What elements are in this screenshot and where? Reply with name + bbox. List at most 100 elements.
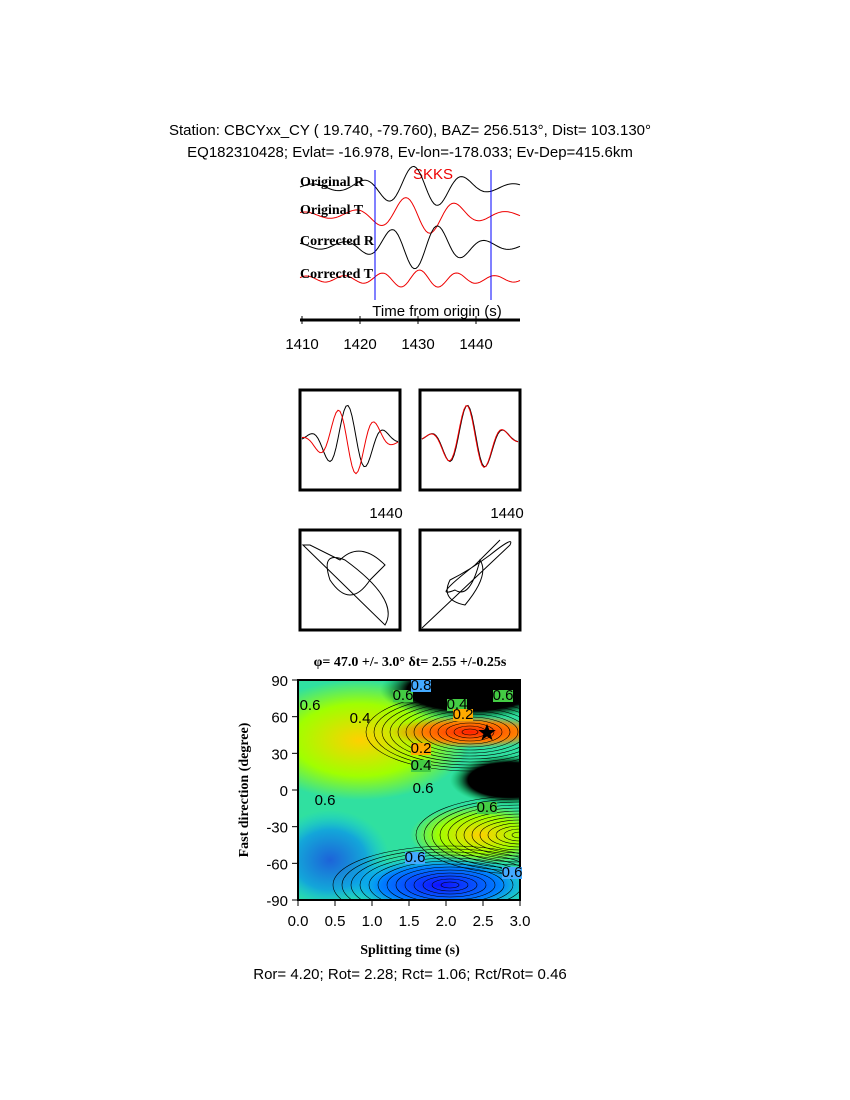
label-box (447, 699, 467, 711)
contour-label: 0.6 (300, 697, 321, 714)
waveform (301, 409, 399, 475)
y-tick-label: -90 (266, 893, 288, 910)
label-box (411, 743, 431, 755)
trace-label: Corrected R (300, 234, 375, 249)
contour (373, 695, 520, 769)
footer: Ror= 4.20; Rot= 2.28; Rct= 1.06; Rct/Rot… (253, 966, 567, 983)
contour (381, 698, 520, 766)
label-box (477, 802, 497, 814)
contour (397, 704, 520, 760)
waveform (301, 404, 399, 468)
label-box (393, 690, 413, 702)
x-tick-label: 2.5 (473, 913, 494, 930)
x-tick-label: 0.5 (325, 913, 346, 930)
x-axis-label: Splitting time (s) (360, 943, 460, 958)
contour (413, 872, 487, 898)
plot-title: φ= 47.0 +/- 3.0° δt= 2.55 +/-0.25s (314, 655, 507, 670)
contour (415, 795, 520, 875)
contour (431, 801, 520, 869)
contour (422, 875, 478, 895)
contour-label: 0.6 (405, 849, 426, 866)
y-tick-label: 30 (271, 746, 288, 763)
y-tick-label: -30 (266, 820, 288, 837)
trace-label: Original T (300, 203, 364, 218)
contour (445, 722, 495, 742)
contour-label: 0.6 (502, 864, 523, 881)
label-box (405, 852, 425, 864)
tick-label: 1440 (490, 505, 523, 522)
label-box (493, 690, 513, 702)
x-tick-label: 2.0 (436, 913, 457, 930)
frame (418, 528, 522, 632)
contour (511, 831, 520, 839)
x-tick-label: 3.0 (510, 913, 531, 930)
contour (455, 810, 520, 860)
tick-label: 1410 (285, 336, 318, 353)
contour (440, 881, 460, 889)
contour-label: 0.6 (393, 687, 414, 704)
contour (395, 866, 505, 900)
tick-label: 1440 (459, 336, 492, 353)
contour-label: 0.2 (411, 740, 432, 757)
label-box (453, 709, 473, 721)
contour (365, 692, 520, 772)
label-box (411, 680, 431, 692)
contour-label: 0.4 (350, 710, 371, 727)
frame (298, 528, 402, 632)
y-tick-label: 60 (271, 710, 288, 727)
contour (377, 860, 520, 900)
particle-motion (421, 539, 512, 629)
contour (350, 851, 520, 900)
contour-label: 0.8 (411, 677, 432, 694)
contour (461, 728, 479, 736)
particle-motion (301, 544, 389, 626)
phase-label: SKKS (413, 166, 453, 183)
trace (299, 269, 521, 288)
label-box (502, 867, 522, 879)
header-line: Station: CBCYxx_CY ( 19.740, -79.760), B… (169, 122, 651, 139)
contour (423, 798, 520, 872)
y-tick-label: -60 (266, 856, 288, 873)
x-tick-label: 1.5 (399, 913, 420, 930)
waveform (421, 405, 519, 469)
y-axis-label: Fast direction (degree) (237, 722, 252, 857)
contour (404, 869, 496, 900)
trace (299, 165, 521, 206)
trace-label: Original R (300, 175, 365, 190)
contour (503, 828, 520, 842)
contour-label: 0.6 (477, 799, 498, 816)
tick-label: 1420 (343, 336, 376, 353)
contour (389, 701, 520, 763)
contour-label: 0.6 (315, 792, 336, 809)
contour-label: 0.6 (413, 780, 434, 797)
contour (341, 848, 520, 900)
header-line: EQ182310428; Evlat= -16.978, Ev-lon=-178… (187, 144, 633, 161)
contour (447, 807, 520, 863)
axis-title: Time from origin (s) (372, 303, 501, 320)
contour-label: 0.4 (411, 757, 432, 774)
contour (471, 816, 520, 854)
contour (431, 878, 469, 892)
y-tick-label: 90 (271, 673, 288, 690)
frame (418, 388, 522, 492)
waveform (421, 404, 519, 468)
trace (299, 225, 521, 270)
tick-label: 1430 (401, 336, 434, 353)
contour (439, 804, 520, 866)
contour-label: 0.4 (447, 696, 468, 713)
x-tick-label: 0.0 (288, 913, 309, 930)
label-box (411, 760, 431, 772)
x-tick-label: 1.0 (362, 913, 383, 930)
contour (479, 819, 520, 851)
contour (487, 822, 520, 848)
trace (299, 197, 521, 234)
contour (332, 845, 520, 900)
y-tick-label: 0 (280, 783, 288, 800)
frame (298, 388, 402, 492)
tick-label: 1440 (369, 505, 402, 522)
contour (495, 825, 520, 845)
best-fit-star (478, 724, 496, 741)
contour (463, 813, 520, 857)
contour-label: 0.6 (493, 687, 514, 704)
